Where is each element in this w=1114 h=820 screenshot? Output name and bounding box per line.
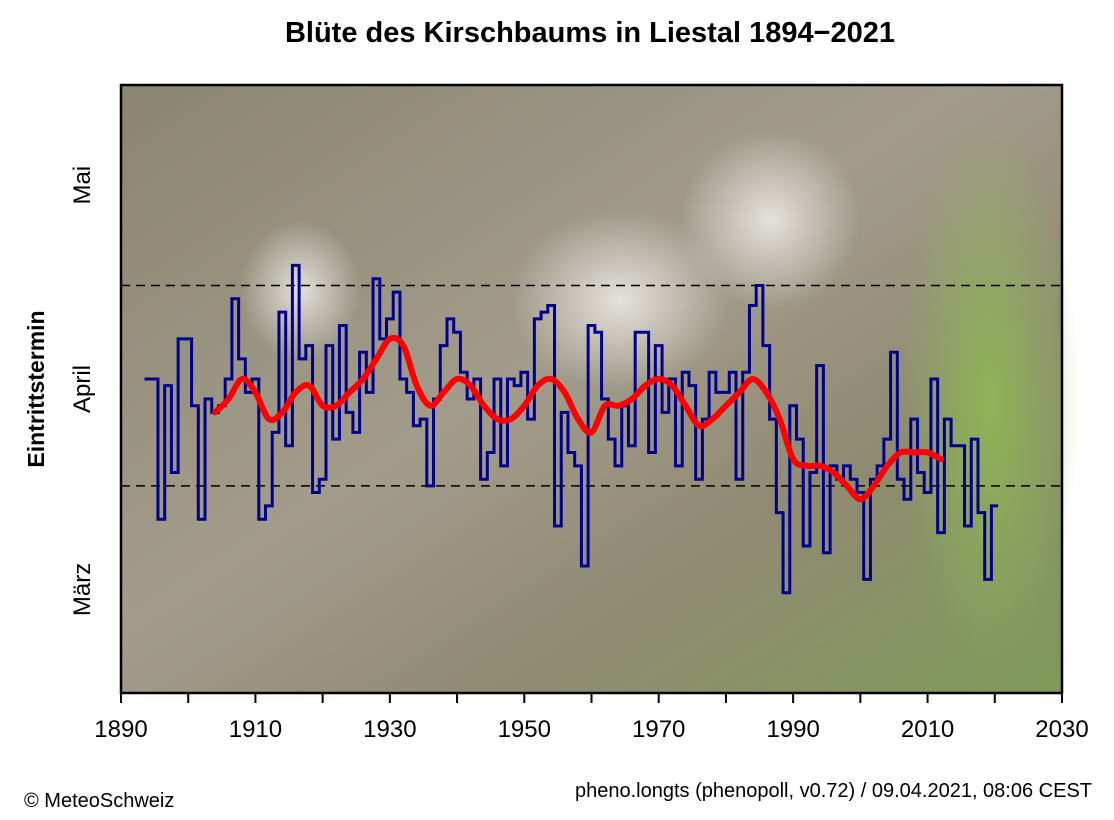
background-bloom bbox=[680, 130, 860, 310]
background-bloom bbox=[510, 210, 730, 390]
x-tick-label: 2010 bbox=[901, 716, 954, 743]
x-tick-label: 2030 bbox=[1035, 716, 1088, 743]
footer-left: © MeteoSchweiz bbox=[24, 790, 174, 812]
x-tick-label: 1950 bbox=[498, 716, 551, 743]
y-axis-label: Eintrittstermin bbox=[23, 310, 49, 467]
x-tick-label: 1970 bbox=[632, 716, 685, 743]
background-foliage bbox=[900, 120, 1080, 680]
y-tick-label: März bbox=[69, 563, 96, 616]
chart-title: Blüte des Kirschbaums in Liestal 1894−20… bbox=[285, 17, 895, 49]
smoothed-line bbox=[212, 334, 945, 503]
step-line bbox=[144, 263, 999, 595]
x-tick-label: 1990 bbox=[766, 716, 819, 743]
x-tick-label: 1890 bbox=[94, 716, 147, 743]
y-tick-label: Mai bbox=[69, 166, 96, 205]
footer-right: pheno.longts (phenopoll, v0.72) / 09.04.… bbox=[575, 780, 1092, 802]
x-tick-label: 1910 bbox=[229, 716, 282, 743]
x-tick-label: 1930 bbox=[363, 716, 416, 743]
y-tick-label: April bbox=[69, 365, 96, 413]
